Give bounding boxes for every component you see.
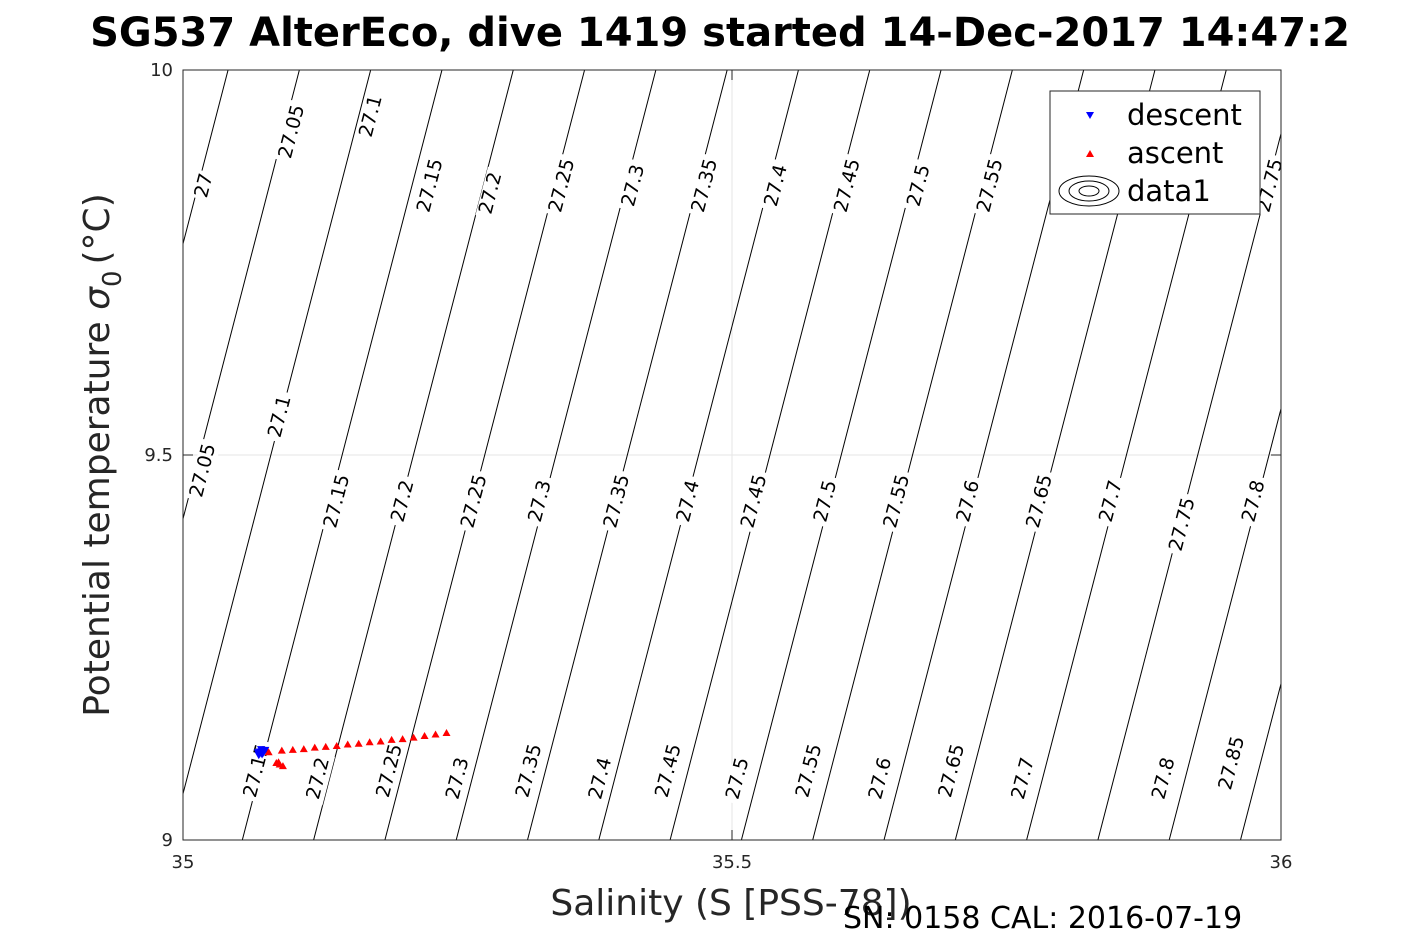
contour-label-bg [373,738,408,803]
ascent-point [277,746,286,754]
isopycnal [183,70,229,246]
contour-label-bg [953,474,985,529]
contour-label-bg [1238,474,1271,529]
chart-title: SG537 AlterEco, dive 1419 started 14-Dec… [90,10,1350,56]
contour-label-bg [673,474,706,529]
contour-label-bg [880,469,916,534]
contour-label-bg [1165,492,1201,557]
contour-label-bg [355,89,388,144]
contour-label-bg [186,438,222,503]
legend-marker-descent [1086,112,1094,119]
y-axis-label-symbol: σ [77,286,118,310]
contour-label-bg [457,469,493,534]
contour-label-bg [275,99,311,164]
ascent-point [409,733,418,741]
axis-ticks: 35 35.5 36 9 9.5 10 [144,60,1292,873]
ascent-point [332,742,341,750]
isopycnal [1240,681,1281,840]
contour-label-bg [830,153,866,218]
contour-label-bg [512,738,548,803]
legend-marker-ascent [1086,150,1094,157]
legend-box [1049,90,1261,215]
ascent-point [321,742,330,750]
x-tick-label: 35 [172,852,195,873]
ascent-point [274,758,283,766]
contour-label-bg [618,159,651,213]
contour-label-bg [320,469,356,534]
contour-label-bg [792,738,828,803]
contour-label-bg [442,751,475,806]
data-points [253,728,451,770]
descent-point [261,746,270,754]
contour-label-bg [935,738,970,803]
contour-label-bg [760,159,793,213]
contour-label-bg [585,751,618,806]
contour-label-bg [903,159,936,213]
contour-label-bg [1253,153,1289,218]
y-tick-label: 10 [150,60,173,81]
contour-label-bg [688,153,723,218]
ascent-point [431,730,440,738]
ascent-point [310,743,319,751]
y-axis-label-main: Potential temperature [77,321,118,716]
ascent-point [365,738,374,746]
isopycnal [1168,406,1281,840]
contour-label-bg [387,474,420,529]
legend-marker-data1 [1058,175,1120,207]
legend: descent ascent data1 [1049,90,1261,215]
ascent-point [387,735,396,743]
contour-label-bg [1023,469,1058,534]
contour-label-bg [191,169,219,202]
descent-point [258,751,267,759]
ascent-point [442,728,451,736]
y-tick-label: 9.5 [144,445,173,466]
contour-label-bg [1215,731,1250,796]
contour-label-bg [722,751,755,806]
contour-label-bg [1095,474,1128,529]
contour-label-bg [810,474,843,529]
y-axis-label: Potential temperature σ0 (°C) [77,193,128,717]
serial-cal-text: SN: 0158 CAL: 2016-07-19 [843,901,1242,936]
contour-label-bg [973,153,1009,218]
ascent-point [288,745,297,753]
y-axis-label-unit: (°C) [77,193,118,264]
contour-label-bg [413,153,449,218]
contour-label: 27.85 [1214,731,1250,796]
ascent-point [420,732,429,740]
contour-label-bg [737,469,773,534]
contour-label-bg [303,751,335,806]
ascent-point [299,745,308,753]
ascent-point [278,762,287,770]
contour-label: 27.5 [809,474,843,529]
y-axis-label-subscript: 0 [98,270,128,287]
isopycnal [241,70,443,840]
isopycnal [183,70,372,796]
ascent-point [354,739,363,747]
x-tick-label: 36 [1270,852,1293,873]
legend-label-data1: data1 [1127,174,1211,208]
contour-label-bg [600,469,636,534]
legend-label-ascent: ascent [1127,136,1223,170]
contour-label-bg [475,166,508,221]
contour-label-bg [1148,751,1181,806]
ascent-point [264,748,273,756]
legend-label-descent: descent [1127,98,1242,132]
x-tick-label: 35.5 [712,852,752,873]
contour-label-bg [651,738,687,803]
contour-label-bg [545,153,581,218]
ascent-point [376,737,385,745]
contour-label-bg [1007,751,1040,806]
ascent-point [398,735,407,743]
x-axis-label: Salinity (S [PSS-78]) [550,883,911,924]
contour-label: 27.2 [387,474,420,529]
contour-label-bg [524,474,557,529]
y-tick-label: 9 [162,830,173,851]
contour-label-bg [865,751,898,806]
contour-label-bg [264,390,297,444]
ascent-point [343,740,352,748]
